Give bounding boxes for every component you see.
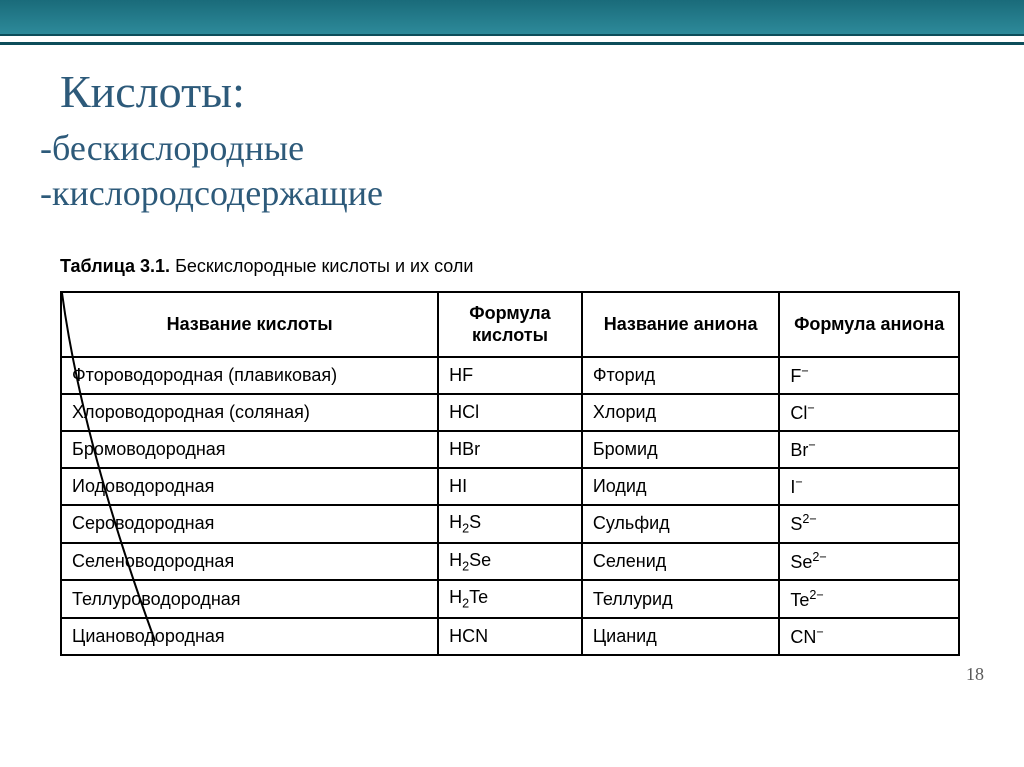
header-acid-formula: Формула кислоты xyxy=(438,292,582,357)
slide-subtitle-1: -бескислородные xyxy=(40,126,984,171)
page-number: 18 xyxy=(966,664,984,685)
acids-table: Название кислоты Формула кислоты Названи… xyxy=(60,291,960,656)
table-row: СероводороднаяH2SСульфидS2− xyxy=(61,505,959,543)
slide-title: Кислоты: xyxy=(60,65,984,118)
anion-formula-cell: Br− xyxy=(779,431,959,468)
acid-name-cell: Циановодородная xyxy=(61,618,438,655)
anion-formula-cell: Se2− xyxy=(779,543,959,581)
anion-name-cell: Цианид xyxy=(582,618,780,655)
acid-formula-cell: HI xyxy=(438,468,582,505)
table-caption-number: Таблица 3.1. xyxy=(60,256,170,276)
table-row: СеленоводороднаяH2SeСеленидSe2− xyxy=(61,543,959,581)
acid-formula-cell: H2S xyxy=(438,505,582,543)
acid-formula-cell: H2Te xyxy=(438,580,582,618)
anion-formula-cell: S2− xyxy=(779,505,959,543)
table-wrapper: Название кислоты Формула кислоты Названи… xyxy=(60,291,960,656)
slide-content: Кислоты: -бескислородные -кислородсодерж… xyxy=(0,45,1024,656)
anion-formula-cell: I− xyxy=(779,468,959,505)
table-body: Фтороводородная (плавиковая)HFФторидF−Хл… xyxy=(61,357,959,655)
acid-name-cell: Селеноводородная xyxy=(61,543,438,581)
acid-name-cell: Теллуроводородная xyxy=(61,580,438,618)
header-acid-name: Название кислоты xyxy=(61,292,438,357)
anion-name-cell: Фторид xyxy=(582,357,780,394)
anion-name-cell: Иодид xyxy=(582,468,780,505)
acid-name-cell: Фтороводородная (плавиковая) xyxy=(61,357,438,394)
acid-formula-cell: HF xyxy=(438,357,582,394)
anion-name-cell: Бромид xyxy=(582,431,780,468)
table-caption: Таблица 3.1. Бескислородные кислоты и их… xyxy=(60,256,984,277)
table-row: Хлороводородная (соляная)HClХлоридCl− xyxy=(61,394,959,431)
anion-formula-cell: CN− xyxy=(779,618,959,655)
header-anion-formula: Формула аниона xyxy=(779,292,959,357)
acid-formula-cell: HCN xyxy=(438,618,582,655)
anion-name-cell: Сульфид xyxy=(582,505,780,543)
anion-formula-cell: F− xyxy=(779,357,959,394)
table-caption-text: Бескислородные кислоты и их соли xyxy=(170,256,473,276)
acid-name-cell: Сероводородная xyxy=(61,505,438,543)
acid-name-cell: Иодоводородная xyxy=(61,468,438,505)
anion-formula-cell: Te2− xyxy=(779,580,959,618)
table-row: ТеллуроводороднаяH2TeТеллуридTe2− xyxy=(61,580,959,618)
table-row: Фтороводородная (плавиковая)HFФторидF− xyxy=(61,357,959,394)
slide-top-bar xyxy=(0,0,1024,36)
acid-formula-cell: H2Se xyxy=(438,543,582,581)
anion-name-cell: Селенид xyxy=(582,543,780,581)
table-row: БромоводороднаяHBrБромидBr− xyxy=(61,431,959,468)
slide-subtitle-2: -кислородсодержащие xyxy=(40,171,984,216)
anion-name-cell: Хлорид xyxy=(582,394,780,431)
table-header-row: Название кислоты Формула кислоты Названи… xyxy=(61,292,959,357)
header-anion-name: Название аниона xyxy=(582,292,780,357)
anion-name-cell: Теллурид xyxy=(582,580,780,618)
acid-formula-cell: HBr xyxy=(438,431,582,468)
acid-formula-cell: HCl xyxy=(438,394,582,431)
anion-formula-cell: Cl− xyxy=(779,394,959,431)
acid-name-cell: Бромоводородная xyxy=(61,431,438,468)
table-row: ЦиановодороднаяHCNЦианидCN− xyxy=(61,618,959,655)
table-row: ИодоводороднаяHIИодидI− xyxy=(61,468,959,505)
acid-name-cell: Хлороводородная (соляная) xyxy=(61,394,438,431)
